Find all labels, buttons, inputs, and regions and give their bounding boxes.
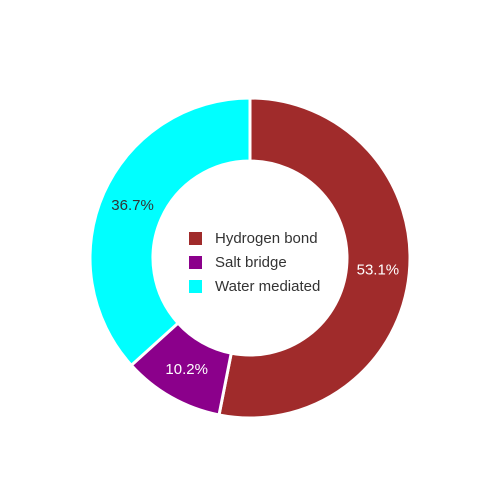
legend-swatch-hydrogen-bond: [189, 231, 202, 245]
legend-label-salt-bridge: Salt bridge: [215, 253, 287, 271]
legend-label-water-mediated: Water mediated: [215, 277, 321, 295]
slice-hydrogen-bond: [217, 96, 412, 420]
legend-swatch-water-mediated: [189, 279, 202, 293]
legend-swatch-salt-bridge: [189, 255, 202, 269]
slice-label-water-mediated: 36.7%: [111, 197, 154, 214]
legend-label-hydrogen-bond: Hydrogen bond: [215, 229, 318, 247]
slice-water-mediated: [88, 96, 252, 368]
legend-item-salt-bridge: Salt bridge: [189, 250, 320, 274]
legend-item-water-mediated: Water mediated: [189, 274, 320, 298]
legend: Hydrogen bond Salt bridge Water mediated: [189, 226, 320, 298]
slice-label-hydrogen-bond: 53.1%: [357, 261, 400, 278]
slice-label-salt-bridge: 10.2%: [165, 361, 208, 378]
legend-item-hydrogen-bond: Hydrogen bond: [189, 226, 320, 250]
